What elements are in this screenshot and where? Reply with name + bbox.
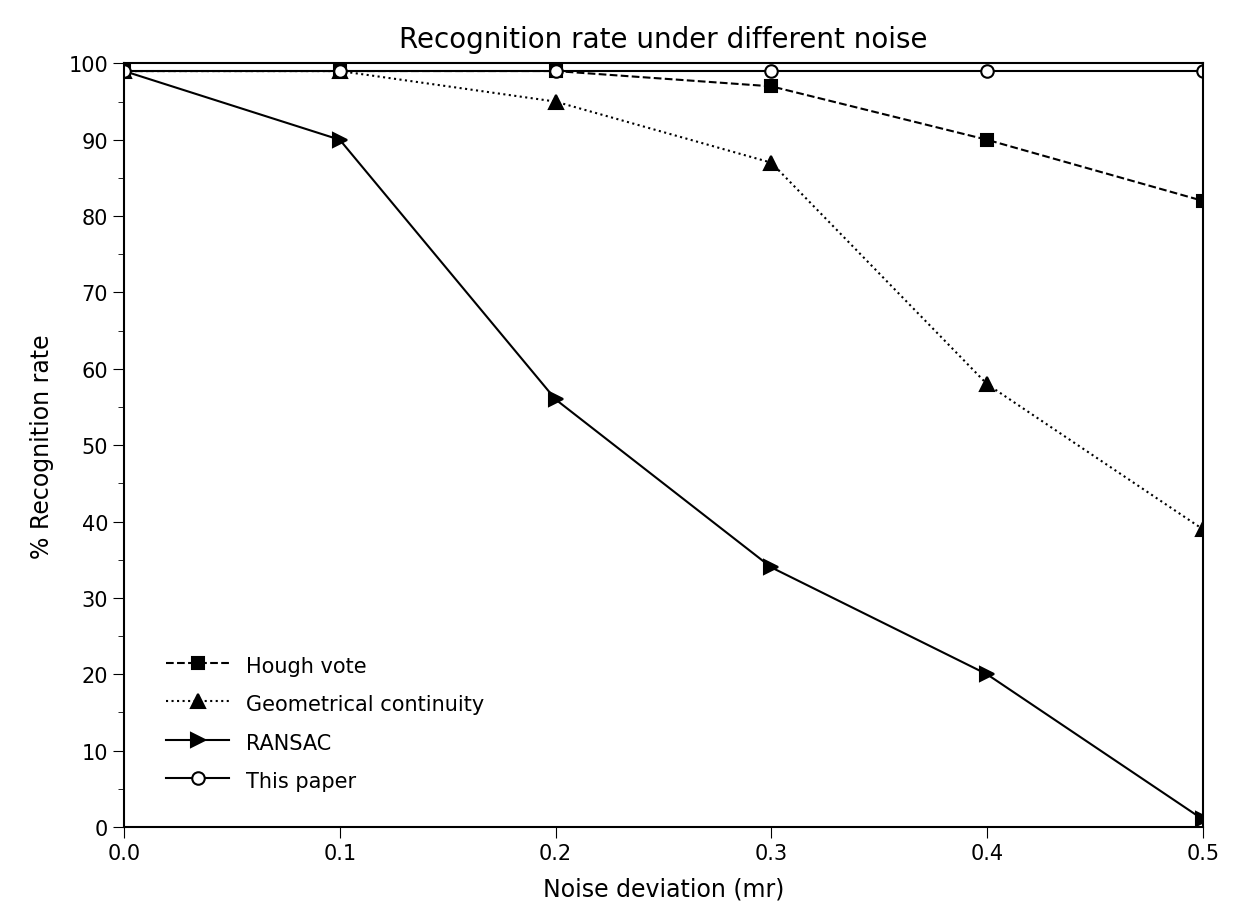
Geometrical continuity [548,96,563,108]
RANSAC [332,135,347,146]
Line: RANSAC: RANSAC [117,65,1210,826]
Hough vote [764,82,779,93]
Line: Hough vote: Hough vote [118,66,1209,208]
X-axis label: Noise deviation (mr): Noise deviation (mr) [543,877,784,901]
RANSAC [764,562,779,573]
Line: This paper: This paper [118,66,1209,78]
Geometrical continuity [1195,524,1210,535]
This paper [1195,66,1210,77]
Hough vote [332,66,347,77]
RANSAC [548,394,563,405]
Geometrical continuity [980,380,994,391]
Geometrical continuity [117,66,131,77]
Geometrical continuity [764,158,779,169]
RANSAC [117,66,131,77]
Hough vote [548,66,563,77]
This paper [764,66,779,77]
Geometrical continuity [332,66,347,77]
Line: Geometrical continuity: Geometrical continuity [117,65,1210,537]
Hough vote [117,66,131,77]
This paper [332,66,347,77]
RANSAC [980,669,994,680]
Hough vote [980,135,994,146]
Y-axis label: % Recognition rate: % Recognition rate [31,334,55,558]
Hough vote [1195,196,1210,207]
Legend: Hough vote, Geometrical continuity, RANSAC, This paper: Hough vote, Geometrical continuity, RANS… [156,644,495,801]
This paper [548,66,563,77]
RANSAC [1195,814,1210,825]
Title: Recognition rate under different noise: Recognition rate under different noise [399,26,928,53]
This paper [980,66,994,77]
This paper [117,66,131,77]
